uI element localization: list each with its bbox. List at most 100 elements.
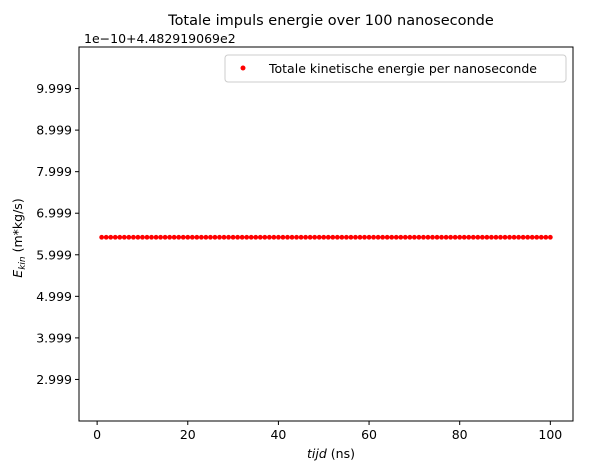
axes-frame xyxy=(78,46,574,422)
x-tick-label: 0 xyxy=(93,427,101,442)
data-point xyxy=(511,234,517,240)
y-tick-label: 3.999 xyxy=(36,330,72,345)
x-axis-label: tijd (ns) xyxy=(307,446,355,461)
data-point xyxy=(416,234,422,240)
x-axis-label-italic: tijd xyxy=(307,446,327,461)
data-point xyxy=(434,234,440,240)
y-axis-label: Ekin (m*kg/s) xyxy=(10,198,28,277)
scatter-series xyxy=(99,234,553,240)
data-point xyxy=(393,234,399,240)
data-point xyxy=(321,234,327,240)
x-tick-label: 20 xyxy=(180,427,196,442)
data-point xyxy=(221,234,227,240)
data-point xyxy=(325,234,331,240)
data-point xyxy=(99,234,105,240)
data-point xyxy=(389,234,395,240)
data-point xyxy=(430,234,435,240)
y-tick-label: 7.999 xyxy=(36,164,72,179)
data-point xyxy=(407,234,413,240)
data-point xyxy=(280,234,286,240)
data-point xyxy=(525,234,531,240)
data-point xyxy=(298,234,304,240)
data-point xyxy=(303,234,309,240)
data-point xyxy=(489,234,494,240)
data-point xyxy=(294,234,299,240)
data-point xyxy=(108,234,114,240)
legend: Totale kinetische energie per nanosecond… xyxy=(224,54,567,83)
y-tick-label: 8.999 xyxy=(36,123,72,138)
data-point xyxy=(230,234,236,240)
data-point xyxy=(135,234,141,240)
data-point xyxy=(498,234,503,240)
data-point xyxy=(479,234,485,240)
data-point xyxy=(257,234,263,240)
data-point xyxy=(384,234,390,240)
data-point xyxy=(167,234,173,240)
data-point xyxy=(380,234,386,240)
data-point xyxy=(266,234,272,240)
x-axis-ticks: 0 20 40 60 80 100 xyxy=(93,421,562,442)
data-point xyxy=(198,234,204,240)
y-tick-label: 2.999 xyxy=(36,372,72,387)
data-point xyxy=(375,234,381,240)
chart-title: Totale impuls energie over 100 nanosecon… xyxy=(167,13,494,29)
data-point xyxy=(316,234,322,240)
x-tick-label: 60 xyxy=(361,427,377,442)
y-tick-label: 6.999 xyxy=(36,206,72,221)
data-point xyxy=(307,234,313,240)
data-point xyxy=(194,234,200,240)
data-point xyxy=(162,234,168,240)
axis-offset-label: 1e−10+4.482919069e2 xyxy=(84,31,236,46)
data-point xyxy=(212,234,218,240)
data-point xyxy=(189,234,195,240)
data-point xyxy=(439,234,444,240)
data-point xyxy=(144,234,150,240)
y-axis-ticks: 2.999 3.999 4.999 5.999 6.999 7.999 8.999 9.999 xyxy=(36,81,79,387)
data-point xyxy=(239,234,245,240)
data-point xyxy=(121,234,127,240)
data-point xyxy=(425,234,431,240)
data-point xyxy=(520,234,526,240)
data-point xyxy=(235,234,241,240)
data-point xyxy=(112,234,118,240)
data-point xyxy=(457,234,463,240)
data-point xyxy=(248,234,254,240)
plot-area xyxy=(79,47,573,421)
data-point xyxy=(180,234,186,240)
y-tick-label: 9.999 xyxy=(36,81,72,96)
data-point xyxy=(411,234,417,240)
data-point xyxy=(126,234,132,240)
data-point xyxy=(421,234,426,240)
data-point xyxy=(529,234,535,240)
y-axis-label-symbol: E xyxy=(10,270,25,278)
data-point xyxy=(484,234,490,240)
data-point xyxy=(461,234,467,240)
data-point xyxy=(149,234,154,240)
data-point xyxy=(348,234,354,240)
data-point xyxy=(452,234,458,240)
legend-box xyxy=(224,54,567,83)
data-point xyxy=(117,234,123,240)
data-point xyxy=(334,234,340,240)
legend-marker xyxy=(240,65,246,71)
data-point xyxy=(516,234,522,240)
data-point xyxy=(271,234,277,240)
data-point xyxy=(357,234,363,240)
data-point xyxy=(140,234,145,240)
data-point xyxy=(103,234,109,240)
data-point xyxy=(285,234,290,240)
data-point xyxy=(153,234,159,240)
data-point xyxy=(339,234,345,240)
data-point xyxy=(244,234,250,240)
data-point xyxy=(262,234,268,240)
data-point xyxy=(475,234,481,240)
data-point xyxy=(493,234,499,240)
data-point xyxy=(547,234,553,240)
y-tick-label: 4.999 xyxy=(36,289,72,304)
data-point xyxy=(362,234,367,240)
data-point xyxy=(502,234,508,240)
data-point xyxy=(507,234,512,240)
data-point xyxy=(312,234,318,240)
data-point xyxy=(276,234,281,240)
data-point xyxy=(538,234,544,240)
